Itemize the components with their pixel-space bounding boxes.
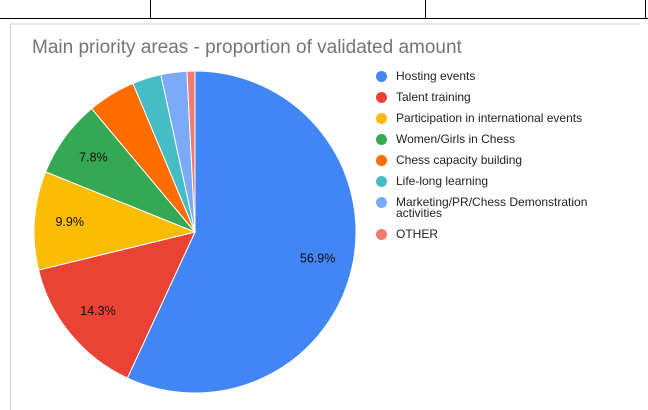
legend-item: Hosting events <box>376 69 616 82</box>
slice-label: 9.9% <box>55 215 84 229</box>
legend-item: Life-long learning <box>376 174 616 187</box>
legend-item: Marketing/PR/Chess Demonstration activit… <box>376 195 616 219</box>
slice-label: 14.3% <box>80 304 115 318</box>
legend: Hosting events Talent training Participati… <box>376 69 616 240</box>
table-frame <box>0 0 648 19</box>
pie: 56.9% 14.3% 9.9% 7.8% <box>33 70 357 394</box>
legend-item: Participation in international events <box>376 111 616 124</box>
legend-label: Life-long learning <box>396 174 489 188</box>
legend-label: Talent training <box>396 90 471 104</box>
legend-swatch <box>376 92 387 103</box>
legend-item: Chess capacity building <box>376 153 616 166</box>
legend-label: Participation in international events <box>396 111 583 125</box>
legend-item: Talent training <box>376 90 616 103</box>
legend-swatch <box>376 176 387 187</box>
legend-swatch <box>376 134 387 145</box>
legend-label: Chess capacity building <box>396 153 523 167</box>
legend-label: Marketing/PR/Chess Demonstration activit… <box>396 195 588 220</box>
pie-slice <box>33 171 197 271</box>
card-border <box>10 23 640 410</box>
legend-swatch <box>376 71 387 82</box>
legend-label: Hosting events <box>396 69 476 83</box>
legend-label: OTHER <box>396 227 438 241</box>
legend-item: Women/Girls in Chess <box>376 132 616 145</box>
legend-swatch <box>376 113 387 124</box>
pie-slice <box>126 70 357 394</box>
legend-label: Women/Girls in Chess <box>396 132 516 146</box>
pie-slice <box>37 231 196 379</box>
legend-swatch <box>376 197 387 208</box>
pie-slice <box>186 70 196 233</box>
legend-item: OTHER <box>376 227 616 240</box>
chart-title: Main priority areas - proportion of vali… <box>32 37 463 58</box>
slice-label: 7.8% <box>79 150 108 164</box>
legend-swatch <box>376 229 387 240</box>
legend-swatch <box>376 155 387 166</box>
slice-label: 56.9% <box>300 251 335 265</box>
